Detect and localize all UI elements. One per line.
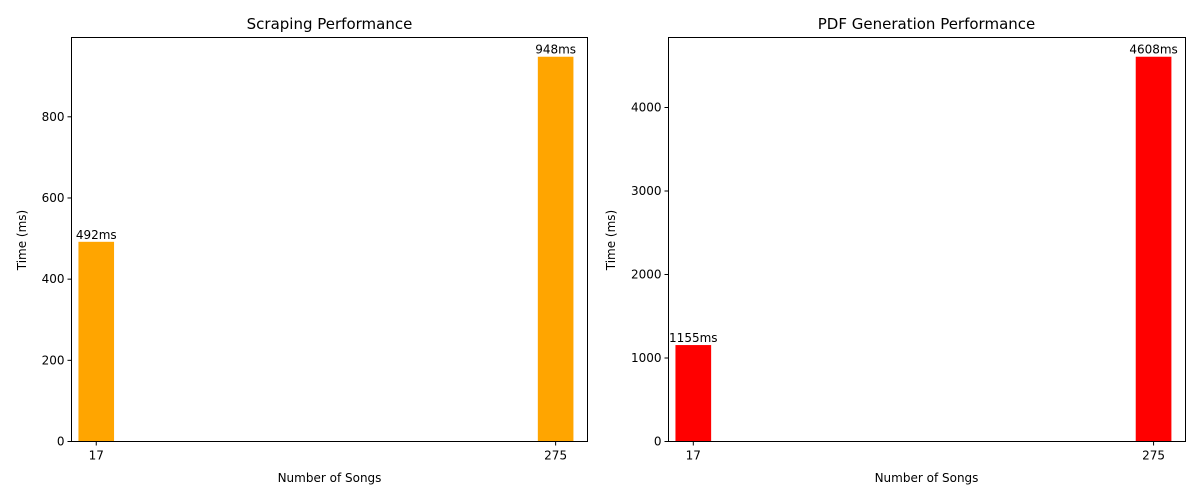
y-tick-label-3000: 3000 [631, 184, 662, 198]
y-tick-label-400: 400 [42, 272, 65, 286]
y-axis: 0 1000 2000 3000 4000 [631, 101, 669, 449]
chart-title: PDF Generation Performance [818, 15, 1036, 33]
y-axis: 0 200 400 600 800 [42, 110, 72, 449]
data-label-275: 4608ms [1129, 43, 1177, 57]
y-tick-label-2000: 2000 [631, 268, 662, 282]
y-tick-label-1000: 1000 [631, 351, 662, 365]
data-label-17: 492ms [76, 228, 117, 242]
bar-275 [537, 56, 574, 442]
y-tick-label-0: 0 [654, 435, 662, 449]
x-tick-label-275: 275 [1142, 449, 1165, 463]
x-tick-label-275: 275 [544, 449, 567, 463]
bars: 492ms 948ms [76, 43, 576, 442]
x-axis-label: Number of Songs [875, 471, 979, 485]
bar-17 [78, 241, 115, 442]
y-tick-label-800: 800 [42, 110, 65, 124]
bar-17 [675, 345, 712, 442]
x-tick-label-17: 17 [686, 449, 701, 463]
y-tick-label-4000: 4000 [631, 101, 662, 115]
pdf-generation-chart: PDF Generation Performance 1155ms4608ms … [604, 15, 1186, 485]
x-tick-label-17: 17 [89, 449, 104, 463]
y-tick-label-0: 0 [57, 435, 65, 449]
bars: 1155ms 4608ms [669, 43, 1178, 442]
x-axis-label: Number of Songs [278, 471, 382, 485]
data-label-275: 948ms [535, 43, 576, 57]
bar-275 [1135, 56, 1172, 442]
y-axis-label: Time (ms) [15, 210, 29, 272]
scraping-chart: Scraping Performance 492ms 948ms 0 200 400 6… [15, 15, 588, 485]
data-label-17: 1155ms [669, 331, 717, 345]
plot-frame [668, 37, 1186, 442]
chart-title: Scraping Performance [247, 15, 413, 33]
x-axis: 17 275 [686, 441, 1165, 463]
plot-frame [71, 37, 588, 442]
y-axis-label: Time (ms) [604, 210, 618, 272]
x-axis: 17 275 [89, 441, 567, 463]
y-tick-label-200: 200 [42, 353, 65, 367]
y-tick-label-600: 600 [42, 191, 65, 205]
